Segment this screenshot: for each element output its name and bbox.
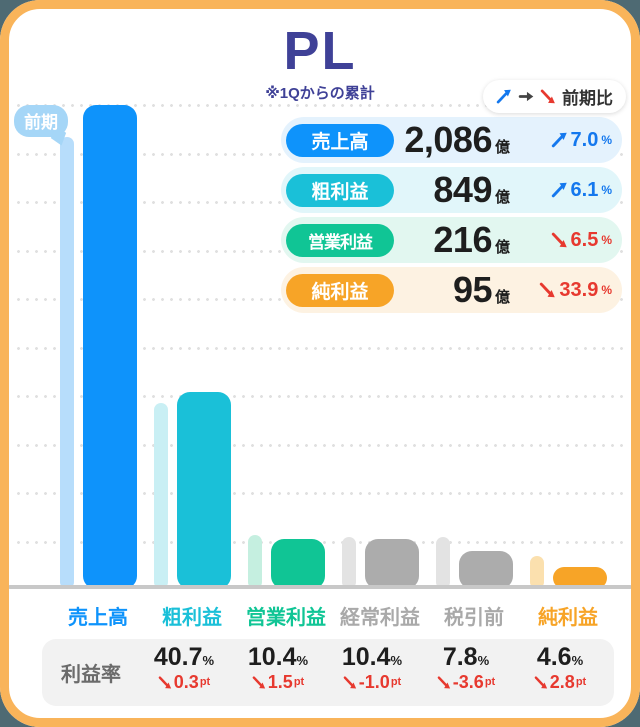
margin-cell-2: 10.4% -1.0 pt	[320, 643, 424, 693]
subtitle-note: ※1Qからの累計	[265, 85, 375, 102]
profit-margin-box: 利益率 40.7% 0.3 pt 10.4% 1.5 pt 10.4% -1.0 pt 7.8% -…	[42, 639, 614, 706]
margin-value: 10.4%	[341, 643, 403, 671]
margin-delta: -3.6 pt	[414, 672, 518, 693]
category-label-5: 純利益	[538, 607, 598, 629]
stat-delta: 7.0%	[516, 129, 612, 152]
down-arrow-icon	[343, 676, 356, 689]
margin-value: 10.4%	[247, 643, 309, 671]
stat-pill: 営業利益	[286, 223, 394, 257]
bar-current-2	[271, 539, 325, 589]
stats-panel: 売上高 2,086 億 7.0% 粗利益 849 億 6.1% 営業利益 216 億 6.5% 純利益 9…	[281, 117, 622, 317]
up-arrow-icon	[496, 88, 513, 105]
page-title: PL	[283, 21, 357, 81]
bar-prev-1	[154, 403, 168, 589]
gridline	[14, 104, 626, 107]
down-arrow-icon	[252, 676, 265, 689]
stat-delta: 6.1%	[516, 179, 612, 202]
bar-prev-4	[436, 537, 450, 589]
up-arrow-icon	[496, 89, 511, 104]
up-arrow-icon	[551, 182, 567, 198]
prev-period-label: 前期	[24, 113, 58, 132]
stat-value: 849 億	[433, 169, 510, 210]
margin-cell-1: 10.4% 1.5 pt	[226, 643, 330, 693]
stat-pill: 粗利益	[286, 173, 394, 207]
bar-prev-5	[530, 556, 544, 589]
margin-row-label: 利益率	[61, 664, 121, 686]
stat-delta: 6.5%	[516, 229, 612, 252]
legend-label: 前期比	[562, 89, 613, 108]
down-arrow-icon	[540, 282, 556, 298]
bar-current-1	[177, 392, 231, 589]
gridline	[14, 492, 626, 495]
bar-prev-3	[342, 537, 356, 589]
margin-delta: -1.0 pt	[320, 672, 424, 693]
down-arrow-icon	[540, 89, 555, 104]
stat-row-3: 純利益 95 億 33.9%	[281, 267, 622, 313]
category-label-4: 税引前	[444, 607, 504, 629]
margin-value: 7.8%	[442, 643, 490, 671]
stat-row-1: 粗利益 849 億 6.1%	[281, 167, 622, 213]
bar-prev-0	[60, 137, 74, 589]
bar-current-4	[459, 551, 513, 589]
margin-delta: 2.8 pt	[508, 672, 612, 693]
category-label-3: 経常利益	[340, 607, 420, 629]
down-arrow-icon	[551, 232, 567, 248]
margin-cell-3: 7.8% -3.6 pt	[414, 643, 518, 693]
stat-row-0: 売上高 2,086 億 7.0%	[281, 117, 622, 163]
gridline	[14, 395, 626, 398]
bar-prev-2	[248, 535, 262, 589]
stat-pill: 純利益	[286, 273, 394, 307]
gridline	[14, 444, 626, 447]
down-arrow-icon	[158, 676, 171, 689]
margin-delta: 1.5 pt	[226, 672, 330, 693]
flat-arrow-icon	[518, 88, 535, 105]
gridline	[14, 347, 626, 350]
stat-value: 2,086 億	[404, 119, 510, 160]
category-label-0: 売上高	[68, 607, 128, 629]
stat-value: 95 億	[452, 269, 510, 310]
prev-period-bubble: 前期	[14, 105, 68, 146]
up-arrow-icon	[551, 132, 567, 148]
period-comparison-legend: 前期比	[483, 80, 626, 113]
flat-arrow-icon	[518, 91, 534, 102]
stat-delta: 33.9%	[516, 279, 612, 302]
bar-current-5	[553, 567, 607, 589]
category-label-2: 営業利益	[246, 607, 326, 629]
margin-delta: 0.3 pt	[132, 672, 236, 693]
stat-value: 216 億	[433, 219, 510, 260]
x-axis-line	[8, 585, 632, 589]
margin-cell-4: 4.6% 2.8 pt	[508, 643, 612, 693]
bar-current-0	[83, 105, 137, 589]
category-label-1: 粗利益	[162, 607, 222, 629]
down-arrow-icon	[437, 676, 450, 689]
stat-row-2: 営業利益 216 億 6.5%	[281, 217, 622, 263]
margin-cell-0: 40.7% 0.3 pt	[132, 643, 236, 693]
down-arrow-icon	[534, 676, 547, 689]
margin-value: 4.6%	[536, 643, 584, 671]
down-arrow-icon	[540, 88, 557, 105]
margin-value: 40.7%	[153, 643, 215, 671]
stat-pill: 売上高	[286, 123, 394, 157]
bar-current-3	[365, 539, 419, 589]
